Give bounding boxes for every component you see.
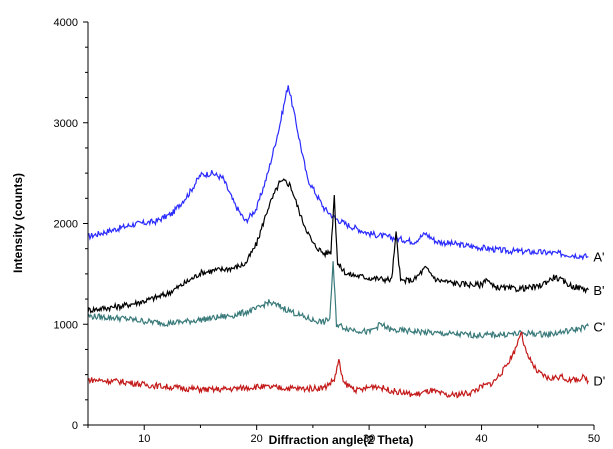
x-axis-label: Diffraction angle(2 Theta) [269,433,414,447]
y-tick-label: 4000 [54,17,78,29]
series-label-2: C' [593,319,605,334]
x-tick-label: 50 [588,433,600,445]
x-tick-label: 40 [475,433,487,445]
y-axis-label: Intensity (counts) [11,173,25,273]
y-ticks: 0 1000 2000 3000 4000 [54,17,88,432]
x-tick-label: 30 [363,433,375,445]
series-line-2 [87,261,589,340]
series-label-3: D' [593,374,605,389]
series-line-0 [87,85,589,261]
y-tick-label: 0 [72,420,78,432]
x-tick-label: 20 [251,433,263,445]
series-line-3 [87,331,589,399]
plot-area [87,85,589,399]
y-tick-label: 3000 [54,118,78,130]
series-label-1: B' [593,283,604,298]
series-labels: A' B' C' D' [593,250,605,389]
y-tick-label: 1000 [54,319,78,331]
x-tick-label: 10 [138,433,150,445]
y-tick-label: 2000 [54,219,78,231]
series-line-1 [87,178,589,314]
series-label-0: A' [593,250,604,265]
x-ticks: 10 20 30 40 50 [87,425,600,445]
